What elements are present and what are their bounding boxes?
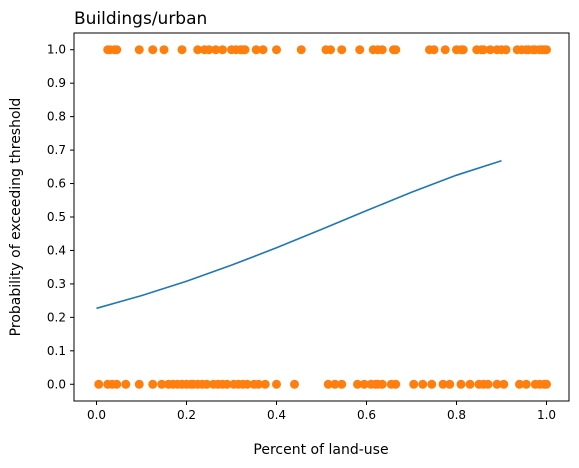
scatter-point xyxy=(479,45,488,55)
plot-area xyxy=(94,45,551,389)
scatter-point xyxy=(377,45,387,55)
scatter-point xyxy=(456,379,466,389)
scatter-point xyxy=(272,379,281,389)
scatter-point xyxy=(202,379,212,389)
scatter-point xyxy=(485,45,495,55)
y-tick-label: 0.9 xyxy=(47,76,66,90)
scatter-point xyxy=(337,379,347,389)
y-tick-label: 0.2 xyxy=(47,310,66,324)
axes-frame xyxy=(73,32,570,402)
scatter-point xyxy=(112,45,122,55)
scatter-point xyxy=(445,379,455,389)
scatter-point xyxy=(515,379,524,389)
scatter-point xyxy=(211,45,221,55)
scatter-point xyxy=(440,45,450,55)
y-tick-label: 0.5 xyxy=(47,210,66,224)
scatter-point xyxy=(112,379,122,389)
scatter-point xyxy=(391,45,401,55)
scatter-point xyxy=(542,379,551,389)
scatter-point xyxy=(438,379,448,389)
x-axis-label: Percent of land-use xyxy=(253,442,388,458)
scatter-point xyxy=(483,379,493,389)
scatter-point xyxy=(240,45,250,55)
scatter-point xyxy=(330,379,340,389)
scatter-point xyxy=(499,379,509,389)
scatter-point xyxy=(177,45,187,55)
x-tick-label: 0.4 xyxy=(267,408,286,422)
y-tick-label: 0.3 xyxy=(47,277,66,291)
scatter-point xyxy=(193,45,203,55)
scatter-point xyxy=(418,379,428,389)
y-tick-label: 0.4 xyxy=(47,243,66,257)
x-tick-label: 0.6 xyxy=(357,408,376,422)
scatter-point xyxy=(148,379,158,389)
y-tick-label: 0.1 xyxy=(47,344,66,358)
scatter-point xyxy=(458,45,468,55)
y-axis-ticks: 0.0 0.1 0.2 0.3 0.4 0.5 0.6 0.7 0.8 0.9 1.0 xyxy=(47,43,74,391)
y-tick-label: 0.8 xyxy=(47,110,66,124)
x-tick-label: 0.2 xyxy=(177,408,196,422)
scatter-point xyxy=(501,45,511,55)
scatter-point xyxy=(355,45,365,55)
y-axis-label: Probability of exceeding threshold xyxy=(8,98,24,337)
scatter-point xyxy=(409,379,419,389)
scatter-point xyxy=(134,45,144,55)
scatter-point xyxy=(427,379,437,389)
scatter-point xyxy=(204,45,214,55)
scatter-point xyxy=(326,45,335,55)
chart-title: Buildings/urban xyxy=(74,9,207,29)
scatter-point xyxy=(159,45,169,55)
x-axis-ticks: 0.0 0.2 0.4 0.6 0.8 1.0 xyxy=(87,401,556,422)
scatter-point xyxy=(353,379,362,389)
scatter-point xyxy=(359,379,369,389)
scatter-point xyxy=(290,379,299,389)
scatter-point xyxy=(148,45,158,55)
x-tick-label: 1.0 xyxy=(537,408,556,422)
scatter-point xyxy=(391,379,401,389)
scatter-point xyxy=(258,45,268,55)
scatter-point xyxy=(296,45,306,55)
scatter-point xyxy=(251,45,261,55)
scatter-point xyxy=(260,379,270,389)
y-tick-label: 0.0 xyxy=(47,377,66,391)
scatter-point xyxy=(542,45,551,55)
scatter-point xyxy=(377,379,387,389)
scatter-point xyxy=(323,379,333,389)
scatter-point xyxy=(465,379,475,389)
scatter-point xyxy=(337,45,347,55)
scatter-point xyxy=(429,45,439,55)
y-tick-label: 0.7 xyxy=(47,143,66,157)
scatter-point xyxy=(94,379,104,389)
scatter-point xyxy=(242,379,252,389)
scatter-point xyxy=(121,379,131,389)
y-tick-label: 1.0 xyxy=(47,43,66,57)
scatter-point xyxy=(218,45,227,55)
scatter-point xyxy=(521,379,531,389)
x-tick-label: 0.0 xyxy=(87,408,106,422)
x-tick-label: 0.8 xyxy=(447,408,466,422)
scatter-point xyxy=(157,379,167,389)
fitted-curve-line xyxy=(96,160,502,310)
scatter-point xyxy=(492,379,502,389)
scatter-point xyxy=(272,45,281,55)
scatter-point xyxy=(254,379,263,389)
scatter-point xyxy=(222,379,232,389)
y-tick-label: 0.6 xyxy=(47,177,66,191)
scatter-point xyxy=(134,379,144,389)
